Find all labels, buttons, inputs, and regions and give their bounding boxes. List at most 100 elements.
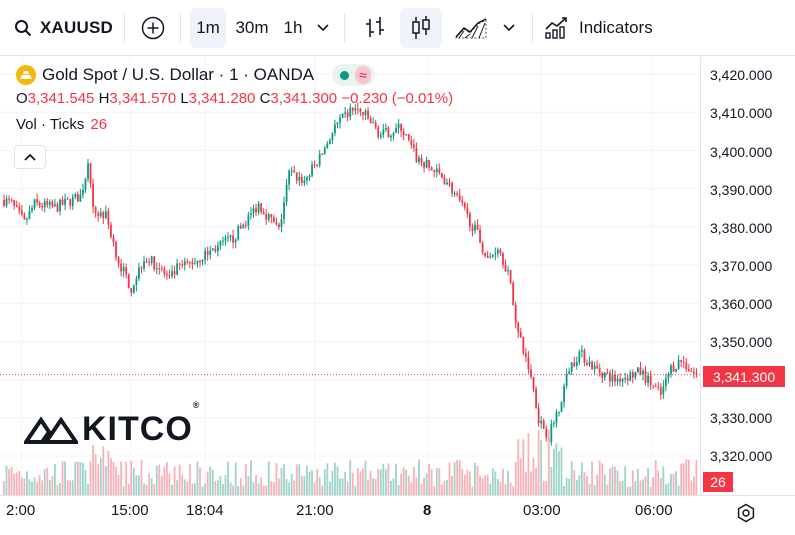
candle-body: [512, 282, 515, 305]
candle-body: [474, 224, 476, 231]
volume-bar: [51, 476, 54, 495]
symbol-search-button[interactable]: XAUUSD: [14, 8, 124, 48]
candle-body: [346, 112, 349, 117]
volume-bar: [682, 463, 685, 495]
volume-bar: [512, 486, 515, 495]
candle-body: [354, 108, 357, 111]
volume-bar: [74, 461, 77, 495]
volume-bar: [211, 469, 214, 495]
candle-body: [563, 385, 565, 403]
volume-bar: [237, 486, 240, 495]
volume-bar: [443, 480, 446, 495]
volume-bar: [194, 483, 196, 495]
volume-bar: [295, 464, 298, 495]
candle-body: [239, 226, 242, 229]
interval-1m-button[interactable]: 1m: [190, 8, 226, 48]
candle-body: [565, 373, 568, 386]
candle-body: [168, 275, 171, 277]
candle-body: [295, 172, 298, 181]
volume-bar: [598, 460, 601, 495]
volume-bar: [318, 477, 321, 495]
volume-bar: [670, 474, 672, 495]
volume-bar: [519, 458, 522, 495]
candle-body: [619, 378, 621, 382]
candle-body: [265, 214, 268, 220]
price-chart-canvas[interactable]: [0, 57, 700, 495]
volume-bar: [634, 481, 637, 495]
volume-bar: [158, 464, 161, 495]
volume-bar: [334, 462, 336, 495]
volume-bar: [402, 467, 405, 495]
candle-body: [250, 212, 252, 216]
candle-body: [216, 245, 219, 252]
volume-bar: [229, 482, 232, 495]
candle-body: [598, 368, 601, 373]
candle-body: [71, 196, 74, 206]
candle-body: [262, 212, 265, 215]
volume-bar: [227, 461, 229, 495]
volume-value: 26: [90, 116, 108, 133]
candle-body: [545, 428, 548, 438]
candle-body: [196, 260, 199, 264]
time-axis[interactable]: [0, 495, 795, 535]
candle-body: [377, 127, 380, 137]
volume-bar: [120, 461, 123, 495]
candle-body: [214, 248, 217, 252]
volume-bar: [79, 461, 82, 495]
ohlc-bars-icon: [366, 17, 384, 37]
volume-bar: [89, 461, 92, 495]
candle-body: [649, 375, 652, 386]
volume-bar: [344, 471, 347, 495]
volume-bar: [484, 475, 487, 495]
volume-bar: [303, 476, 306, 495]
interval-30m-button[interactable]: 30m: [232, 8, 272, 48]
volume-bar: [481, 478, 484, 495]
high-value: 3,341.570: [109, 90, 177, 107]
chart-settings-button[interactable]: [736, 503, 756, 528]
candles-chart-type-button[interactable]: [400, 8, 442, 48]
collapse-legend-button[interactable]: [14, 145, 46, 169]
candle-body: [48, 201, 51, 205]
interval-1h-button[interactable]: 1h: [278, 8, 308, 48]
indicators-button[interactable]: Indicators: [544, 8, 664, 48]
candle-body: [601, 372, 604, 378]
candle-body: [603, 372, 606, 378]
candle-body: [341, 113, 344, 118]
indicators-label: Indicators: [579, 18, 653, 37]
candle-body: [532, 376, 535, 390]
candle-body: [10, 199, 13, 201]
volume-bar: [168, 473, 171, 495]
volume-bar: [415, 477, 418, 495]
volume-bar: [652, 477, 655, 495]
volume-bar: [145, 484, 148, 495]
chart-type-dropdown-button[interactable]: [498, 8, 520, 48]
candle-body: [38, 202, 41, 206]
chart-toolbar: XAUUSD 1m 30m 1h Indicators: [0, 0, 795, 56]
volume-bar: [420, 484, 423, 495]
candle-body: [257, 203, 260, 213]
candle-body: [41, 205, 44, 208]
interval-dropdown-button[interactable]: [312, 8, 334, 48]
time-tick-label: 18:04: [186, 502, 224, 519]
volume-bar: [438, 468, 441, 495]
candle-body: [186, 261, 189, 263]
candle-body: [311, 164, 313, 176]
market-status-pill[interactable]: ≈: [332, 64, 375, 86]
volume-bar: [631, 470, 634, 495]
bar-chart-type-button[interactable]: [358, 8, 392, 48]
volume-bar: [23, 478, 26, 495]
candle-body: [285, 184, 288, 202]
toolbar-divider: [180, 14, 181, 42]
volume-bar: [239, 477, 242, 495]
compare-symbol-button[interactable]: [138, 8, 168, 48]
volume-bar: [593, 485, 596, 495]
candle-body: [306, 177, 308, 181]
volume-bar: [270, 481, 273, 495]
price-axis[interactable]: [700, 57, 795, 495]
candle-body: [234, 239, 237, 243]
volume-bar: [629, 486, 632, 495]
candle-body: [440, 173, 443, 178]
volume-bar: [685, 459, 688, 495]
area-chart-type-button[interactable]: [450, 8, 492, 48]
candle-body: [331, 133, 334, 141]
